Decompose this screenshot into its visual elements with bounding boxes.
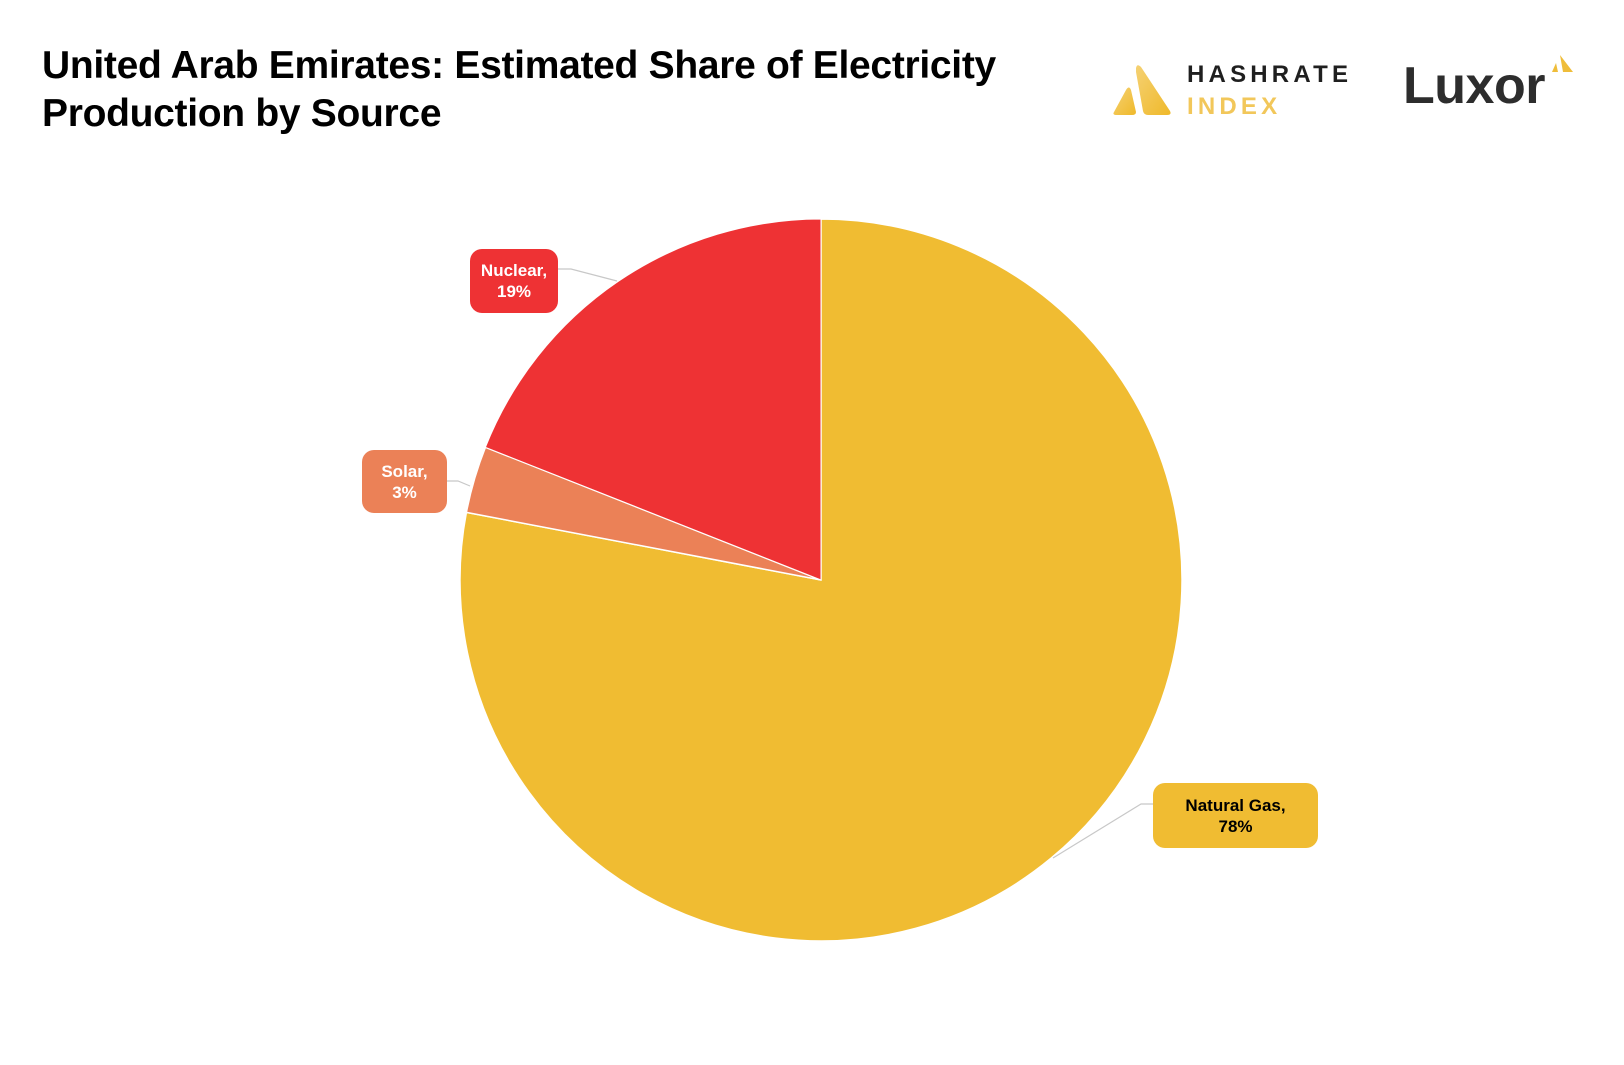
hashrate-wordmark: HASHRATE (1187, 61, 1353, 88)
luxor-wordmark: Luxor (1403, 57, 1545, 115)
pie-slice-nuclear[interactable] (484, 218, 822, 581)
luxor-logo: Luxor (1403, 55, 1583, 116)
label-gas-name: Natural Gas, (1185, 795, 1286, 815)
label-solar-name: Solar, (381, 461, 428, 481)
data-label-natural-gas: Natural Gas, 78% (1153, 783, 1318, 848)
label-gas-pct: 78% (1218, 816, 1253, 836)
nuclear-leader-line (558, 268, 618, 282)
index-wordmark: INDEX (1187, 93, 1282, 120)
chart-title-line-2: Production by Source (42, 92, 442, 135)
data-label-solar: Solar, 3% (362, 450, 447, 513)
chart-title-line-1: United Arab Emirates: Estimated Share of… (42, 44, 996, 87)
hashrate-index-logo: HASHRATE INDEX (1112, 61, 1353, 120)
label-nuclear-name: Nuclear, (480, 261, 548, 280)
chart-title: United Arab Emirates: Estimated Share of… (42, 42, 1082, 138)
luxor-triangle-icon (1552, 55, 1573, 72)
hashrate-triangle-icon (1113, 65, 1171, 115)
label-solar-pct: 3% (392, 482, 417, 502)
gas-leader-line (1052, 803, 1153, 859)
solar-leader-line (447, 480, 471, 487)
label-nuclear-pct: 19% (496, 282, 532, 301)
data-label-nuclear: Nuclear, 19% (470, 249, 558, 313)
